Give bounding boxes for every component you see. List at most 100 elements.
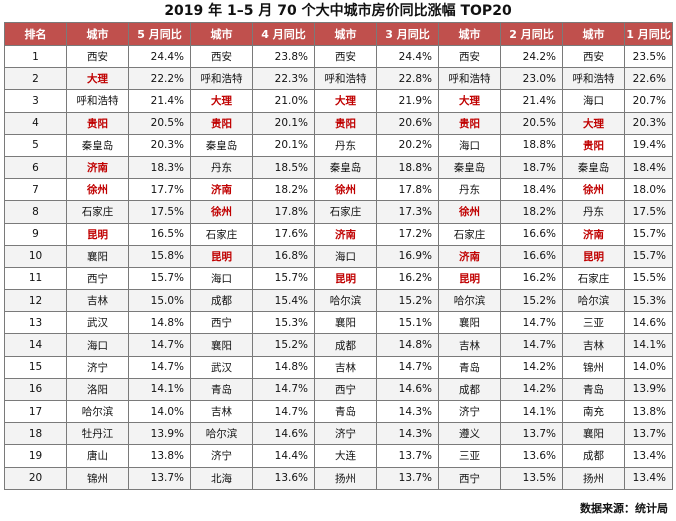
city-cell: 济南 — [438, 244, 501, 268]
rank-cell: 3 — [4, 89, 67, 113]
city-cell: 洛阳 — [66, 377, 129, 402]
table-row: 13 武汉 14.8% 西宁 15.3% 襄阳 15.1% 襄阳 14.7% 三亚 14.6% — [4, 311, 673, 335]
table-row: 4 贵阳 20.5% 贵阳 20.1% 贵阳 20.6% 贵阳 20.5% 大理 20.3% — [4, 111, 673, 135]
city-cell: 济南 — [562, 222, 625, 246]
yoy-cell: 14.7% — [500, 333, 563, 357]
city-cell: 徐州 — [562, 178, 625, 202]
yoy-cell: 18.2% — [500, 200, 563, 224]
city-cell: 昆明 — [66, 222, 129, 246]
yoy-cell: 24.4% — [128, 44, 191, 69]
rank-cell: 20 — [4, 466, 67, 490]
yoy-cell: 13.5% — [500, 466, 563, 490]
yoy-cell: 14.6% — [252, 422, 315, 446]
city-cell: 昆明 — [314, 266, 377, 291]
yoy-cell: 14.0% — [128, 399, 191, 424]
yoy-cell: 21.9% — [376, 89, 439, 113]
city-cell: 西安 — [314, 44, 377, 69]
yoy-cell: 14.7% — [252, 399, 315, 424]
city-cell: 丹东 — [190, 155, 253, 180]
rank-cell: 1 — [4, 44, 67, 69]
rank-cell: 16 — [4, 377, 67, 402]
city-cell: 昆明 — [438, 266, 501, 291]
city-cell: 大连 — [314, 444, 377, 468]
table-row: 1 西安 24.4% 西安 23.8% 西安 24.4% 西安 24.2% 西安 23.5% — [4, 44, 673, 69]
yoy-cell: 13.7% — [128, 466, 191, 490]
city-cell: 遵义 — [438, 422, 501, 446]
city-cell: 青岛 — [314, 399, 377, 424]
table-row: 16 洛阳 14.1% 青岛 14.7% 西宁 14.6% 成都 14.2% 青岛 13.9% — [4, 377, 673, 402]
city-cell: 石家庄 — [190, 222, 253, 246]
city-cell: 扬州 — [314, 466, 377, 490]
rank-cell: 8 — [4, 200, 67, 224]
yoy-cell: 17.5% — [128, 200, 191, 224]
city-cell: 济南 — [66, 155, 129, 180]
yoy-cell: 14.8% — [128, 311, 191, 335]
yoy-cell: 18.8% — [500, 133, 563, 157]
city-cell: 秦皇岛 — [438, 155, 501, 180]
city-cell: 哈尔滨 — [314, 289, 377, 313]
city-cell: 秦皇岛 — [66, 133, 129, 157]
yoy-cell: 13.7% — [376, 466, 439, 490]
city-cell: 成都 — [190, 289, 253, 313]
rank-cell: 13 — [4, 311, 67, 335]
city-cell: 西安 — [66, 44, 129, 69]
yoy-cell: 15.3% — [252, 311, 315, 335]
yoy-cell: 21.4% — [128, 89, 191, 113]
yoy-cell: 13.7% — [500, 422, 563, 446]
rank-cell: 10 — [4, 244, 67, 268]
city-cell: 济宁 — [66, 355, 129, 379]
yoy-cell: 14.7% — [128, 355, 191, 379]
header-row: 排名 城市 5 月同比 城市 4 月同比 城市 3 月同比 城市 2 月同比 城… — [4, 22, 673, 46]
city-cell: 昆明 — [562, 244, 625, 268]
city-cell: 贵阳 — [314, 111, 377, 135]
yoy-cell: 15.8% — [128, 244, 191, 268]
city-cell: 武汉 — [66, 311, 129, 335]
rank-cell: 6 — [4, 155, 67, 180]
yoy-cell: 16.6% — [500, 244, 563, 268]
table-row: 10 襄阳 15.8% 昆明 16.8% 海口 16.9% 济南 16.6% 昆明 15.7% — [4, 244, 673, 268]
rank-cell: 14 — [4, 333, 67, 357]
city-cell: 成都 — [314, 333, 377, 357]
yoy-cell: 20.6% — [376, 111, 439, 135]
city-cell: 秦皇岛 — [314, 155, 377, 180]
yoy-cell: 14.0% — [624, 355, 673, 379]
yoy-cell: 16.8% — [252, 244, 315, 268]
yoy-cell: 18.2% — [252, 178, 315, 202]
header-city-feb: 城市 — [438, 22, 501, 46]
yoy-cell: 14.1% — [500, 399, 563, 424]
city-cell: 西安 — [562, 44, 625, 69]
city-cell: 北海 — [190, 466, 253, 490]
yoy-cell: 15.2% — [252, 333, 315, 357]
table-row: 2 大理 22.2% 呼和浩特 22.3% 呼和浩特 22.8% 呼和浩特 23.0% 呼和浩特 2… — [4, 67, 673, 91]
city-cell: 哈尔滨 — [190, 422, 253, 446]
city-cell: 大理 — [190, 89, 253, 113]
city-cell: 西安 — [438, 44, 501, 69]
yoy-cell: 14.1% — [624, 333, 673, 357]
city-cell: 呼和浩特 — [66, 89, 129, 113]
yoy-cell: 20.1% — [252, 133, 315, 157]
table-row: 12 吉林 15.0% 成都 15.4% 哈尔滨 15.2% 哈尔滨 15.2% 哈尔滨 15.3% — [4, 289, 673, 313]
city-cell: 徐州 — [438, 200, 501, 224]
yoy-cell: 15.4% — [252, 289, 315, 313]
yoy-cell: 14.1% — [128, 377, 191, 402]
city-cell: 西宁 — [438, 466, 501, 490]
city-cell: 扬州 — [562, 466, 625, 490]
yoy-cell: 14.6% — [376, 377, 439, 402]
yoy-cell: 13.6% — [252, 466, 315, 490]
yoy-cell: 13.8% — [128, 444, 191, 468]
header-city-apr: 城市 — [190, 22, 253, 46]
city-cell: 武汉 — [190, 355, 253, 379]
city-cell: 襄阳 — [438, 311, 501, 335]
yoy-cell: 21.0% — [252, 89, 315, 113]
yoy-cell: 14.2% — [500, 377, 563, 402]
city-cell: 丹东 — [438, 178, 501, 202]
yoy-cell: 14.7% — [128, 333, 191, 357]
yoy-cell: 15.7% — [252, 266, 315, 291]
yoy-cell: 20.5% — [500, 111, 563, 135]
rank-cell: 7 — [4, 178, 67, 202]
header-yoy-jan: 1 月同比 — [624, 22, 673, 46]
yoy-cell: 18.4% — [624, 155, 673, 180]
city-cell: 大理 — [66, 67, 129, 91]
yoy-cell: 14.2% — [500, 355, 563, 379]
city-cell: 徐州 — [66, 178, 129, 202]
